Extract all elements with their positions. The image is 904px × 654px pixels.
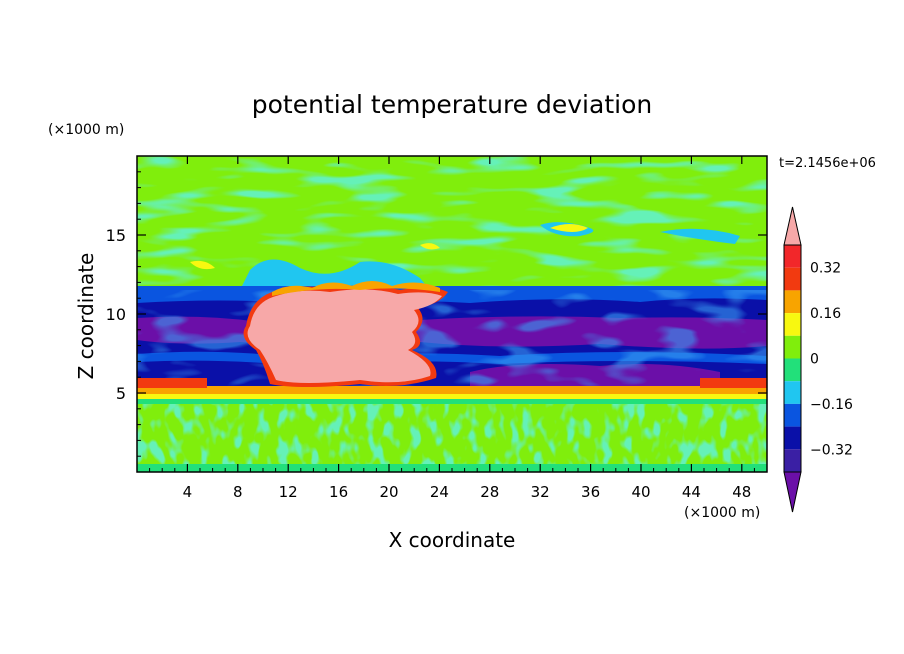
colorbar-label: 0.16	[810, 306, 841, 322]
y-tick-label: 15	[106, 226, 126, 245]
colorbar-bin	[784, 267, 801, 291]
colorbar-bin	[784, 403, 801, 427]
time-label: t=2.1456e+06	[779, 156, 876, 171]
field-warm-band-green	[137, 399, 767, 404]
colorbar-bin	[784, 449, 801, 472]
field-warm-band-red	[137, 378, 207, 388]
colorbar-extension-high	[783, 206, 802, 246]
colorbar-bin	[784, 426, 801, 450]
x-tick-label: 24	[430, 483, 449, 501]
field-warm-band-yellow	[137, 394, 767, 399]
plot-area	[137, 156, 767, 472]
x-tick-label: 4	[183, 483, 193, 501]
chart-title: potential temperature deviation	[252, 90, 652, 119]
field-warm-anomaly	[247, 289, 442, 383]
colorbar-label: −0.32	[810, 442, 853, 458]
x-axis-title: X coordinate	[389, 528, 516, 552]
y-tick-label: 5	[116, 384, 126, 403]
colorbar-extension-low	[783, 471, 802, 513]
y-axis: 5 10 15	[106, 171, 767, 457]
field-upper-texture	[137, 156, 767, 291]
x-tick-label: 36	[581, 483, 600, 501]
x-axis-unit: (×1000 m)	[684, 505, 760, 521]
colorbar-bin	[784, 245, 801, 268]
x-axis: 4 8 12 16 20 24 28 32 36 40 44 48	[149, 156, 755, 501]
field-upper-cyan-streaks	[240, 222, 740, 290]
colorbar-label: −0.16	[810, 397, 853, 413]
colorbar-bin	[784, 313, 801, 336]
x-tick-label: 32	[531, 483, 550, 501]
field-warm-band-orange	[137, 386, 767, 394]
x-tick-label: 16	[329, 483, 348, 501]
colorbar-label: 0.32	[810, 261, 841, 277]
x-tick-label: 44	[682, 483, 701, 501]
y-tick-label: 10	[106, 305, 126, 324]
field-cold-texture	[137, 290, 767, 390]
field-warm-anomaly-top-fringe	[272, 281, 440, 296]
colorbar: −0.32 −0.16 0 0.16 0.32	[783, 206, 853, 513]
x-tick-label: 12	[279, 483, 298, 501]
x-tick-label: 48	[732, 483, 751, 501]
colorbar-bin	[784, 290, 801, 314]
colorbar-bin	[784, 381, 801, 404]
y-axis-title: Z coordinate	[74, 253, 98, 380]
field-lower-texture	[137, 404, 767, 464]
colorbar-bin	[784, 358, 801, 382]
x-tick-label: 8	[233, 483, 243, 501]
x-tick-label: 20	[379, 483, 398, 501]
x-tick-label: 40	[631, 483, 650, 501]
colorbar-bin	[784, 335, 801, 359]
y-axis-unit: (×1000 m)	[48, 122, 124, 138]
field-warm-band-red-right	[700, 378, 767, 388]
colorbar-label: 0	[810, 352, 819, 368]
x-tick-label: 28	[480, 483, 499, 501]
